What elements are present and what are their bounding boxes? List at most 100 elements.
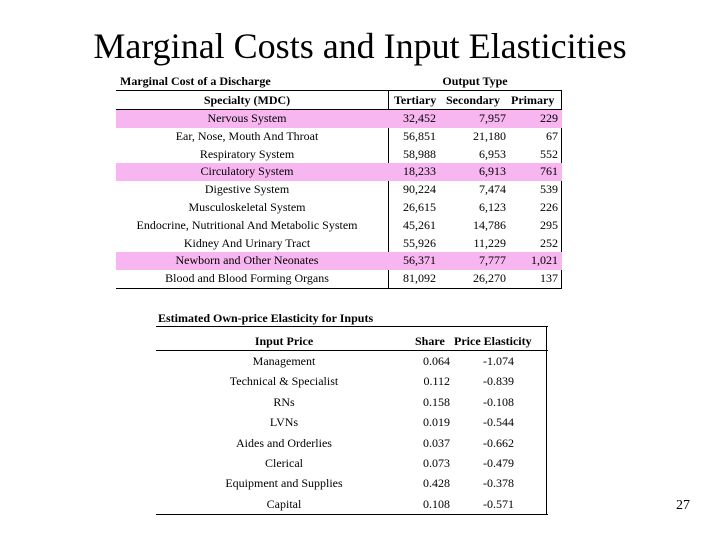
column-header-price-elasticity: Price Elasticity — [454, 334, 532, 348]
marginal-cost-rows: Nervous System 32,452 7,957 229 Ear, Nose, M… — [116, 110, 562, 288]
cost-values: 56,371 7,777 1,021 — [390, 252, 560, 271]
marginal-cost-caption: Marginal Cost of a Discharge — [120, 74, 271, 88]
table-rule — [156, 514, 548, 515]
table-row: Equipment and Supplies 0.428 -0.378 — [156, 473, 548, 493]
input-share: 0.112 — [423, 374, 450, 389]
secondary-cost: 26,270 — [473, 271, 506, 286]
input-share: 0.108 — [423, 496, 450, 511]
table-row: RNs 0.158 -0.108 — [156, 392, 548, 412]
table-row: Blood and Blood Forming Organs 81,092 26,2… — [116, 270, 562, 288]
elasticity-caption: Estimated Own-price Elasticity for Input… — [158, 311, 374, 325]
marginal-cost-table: Marginal Cost of a Discharge Output Type… — [116, 74, 562, 289]
marginal-cost-header-row: Specialty (MDC) Tertiary Secondary Prima… — [116, 93, 562, 109]
elasticity-table: Estimated Own-price Elasticity for Input… — [156, 310, 548, 516]
tertiary-cost: 90,224 — [403, 182, 436, 197]
specialty-name: Blood and Blood Forming Organs — [165, 271, 329, 286]
table-row: Nervous System 32,452 7,957 229 — [116, 110, 562, 128]
tertiary-cost: 56,371 — [403, 253, 436, 268]
table-rule — [156, 350, 548, 351]
specialty-name: Musculoskeletal System — [188, 199, 306, 214]
specialty-name: Newborn and Other Neonates — [116, 252, 378, 271]
tertiary-cost: 56,851 — [403, 128, 436, 143]
table-rule — [116, 288, 562, 289]
input-name: Technical & Specialist — [229, 374, 339, 389]
table-row: Endocrine, Nutritional And Metabolic Sys… — [116, 217, 562, 235]
table-row: Respiratory System 58,988 6,953 552 — [116, 146, 562, 164]
input-name: Equipment and Supplies — [225, 476, 343, 491]
input-elasticity: -0.108 — [483, 394, 514, 409]
input-elasticity: -0.479 — [483, 455, 514, 470]
input-share: 0.073 — [423, 455, 450, 470]
secondary-cost: 11,229 — [473, 235, 506, 250]
input-name: Aides and Orderlies — [236, 435, 332, 450]
tertiary-cost: 81,092 — [403, 271, 436, 286]
input-elasticity: -0.839 — [483, 374, 514, 389]
specialty-name: Nervous System — [116, 110, 378, 128]
table-rule — [116, 109, 562, 110]
output-type-header: Output Type — [442, 74, 508, 88]
cost-values: 90,224 7,474 539 — [390, 181, 560, 199]
column-header-input-price: Input Price — [254, 334, 314, 348]
primary-cost: 252 — [540, 235, 558, 250]
input-elasticity: -0.571 — [483, 496, 514, 511]
table-row: Technical & Specialist 0.112 -0.839 — [156, 371, 548, 391]
cost-values: 32,452 7,957 229 — [390, 110, 560, 128]
table-row: Ear, Nose, Mouth And Throat 56,851 21,180 6… — [116, 128, 562, 146]
secondary-cost: 6,913 — [479, 164, 506, 179]
column-divider — [561, 90, 562, 289]
secondary-cost: 7,474 — [479, 182, 506, 197]
table-row: Kidney And Urinary Tract 55,926 11,229 252 — [116, 235, 562, 253]
input-elasticity: -0.544 — [483, 415, 514, 430]
specialty-name: Endocrine, Nutritional And Metabolic Sys… — [136, 217, 358, 232]
tertiary-cost: 32,452 — [403, 111, 436, 125]
primary-cost: 1,021 — [531, 253, 558, 268]
cost-values: 45,261 14,786 295 — [390, 217, 560, 235]
elasticity-header-row: Input Price Share Price Elasticity — [156, 334, 548, 350]
specialty-name: Respiratory System — [199, 146, 295, 161]
tertiary-cost: 45,261 — [403, 217, 436, 232]
cost-values: 81,092 26,270 137 — [390, 270, 560, 288]
input-share: 0.064 — [423, 354, 450, 368]
specialty-name: Kidney And Urinary Tract — [183, 235, 311, 250]
primary-cost: 67 — [546, 128, 558, 143]
tertiary-cost: 26,615 — [403, 199, 436, 214]
primary-cost: 552 — [540, 146, 558, 161]
slide-title: Marginal Costs and Input Elasticities — [93, 26, 627, 66]
tertiary-cost: 55,926 — [403, 235, 436, 250]
primary-cost: 226 — [540, 199, 558, 214]
input-share: 0.037 — [423, 435, 450, 450]
specialty-name: Ear, Nose, Mouth And Throat — [175, 128, 319, 143]
input-name: LVNs — [269, 415, 299, 430]
secondary-cost: 7,777 — [479, 253, 506, 268]
specialty-name: Circulatory System — [116, 163, 378, 182]
input-name: RNs — [273, 394, 295, 409]
table-row: Newborn and Other Neonates 56,371 7,777 1,0… — [116, 252, 562, 271]
secondary-cost: 6,953 — [479, 146, 506, 161]
table-row: Aides and Orderlies 0.037 -0.662 — [156, 433, 548, 453]
primary-cost: 539 — [540, 182, 558, 197]
column-header-share: Share — [415, 334, 445, 348]
table-row: Clerical 0.073 -0.479 — [156, 453, 548, 473]
secondary-cost: 7,957 — [479, 111, 506, 125]
tertiary-cost: 58,988 — [403, 146, 436, 161]
column-header-secondary: Secondary — [446, 93, 500, 107]
table-row: Musculoskeletal System 26,615 6,123 226 — [116, 199, 562, 217]
input-elasticity: -0.378 — [483, 476, 514, 491]
elasticity-rows: Management 0.064 -1.074 Technical & Special… — [156, 351, 548, 514]
table-row: Management 0.064 -1.074 — [156, 351, 548, 371]
cost-values: 55,926 11,229 252 — [390, 235, 560, 253]
table-rule — [156, 326, 548, 327]
input-share: 0.158 — [423, 394, 450, 409]
column-header-tertiary: Tertiary — [394, 93, 437, 107]
cost-values: 26,615 6,123 226 — [390, 199, 560, 217]
primary-cost: 137 — [540, 271, 558, 286]
secondary-cost: 21,180 — [473, 128, 506, 143]
primary-cost: 761 — [540, 164, 558, 179]
input-name: Clerical — [265, 455, 303, 470]
cost-values: 58,988 6,953 552 — [390, 146, 560, 164]
page-number: 27 — [676, 498, 690, 513]
input-name: Management — [252, 354, 316, 368]
input-share: 0.019 — [423, 415, 450, 430]
input-elasticity: -1.074 — [483, 354, 514, 368]
specialty-name: Digestive System — [204, 182, 290, 197]
